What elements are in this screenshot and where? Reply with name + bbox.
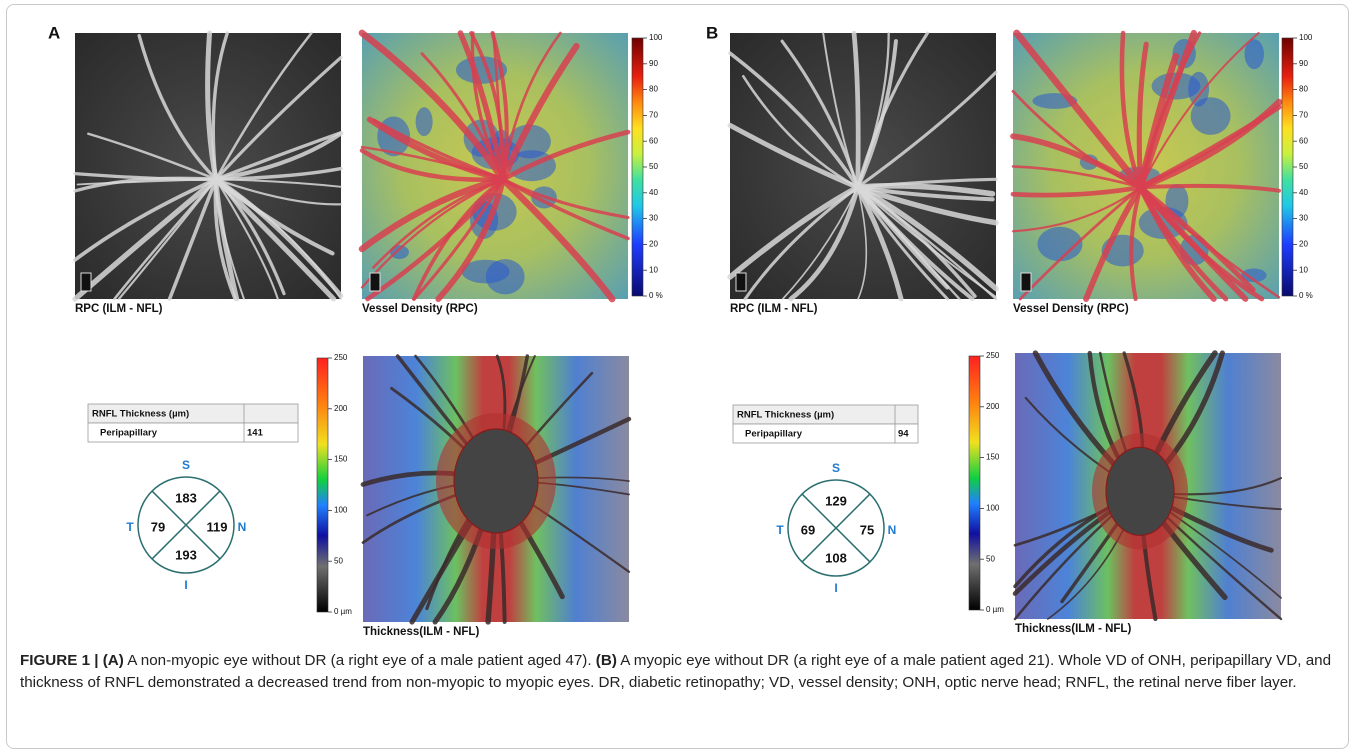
color-bar-tick-label: 40 bbox=[1299, 188, 1308, 197]
quadrant-label: T bbox=[776, 523, 784, 537]
color-bar-tick-label: 0 µm bbox=[334, 607, 352, 616]
color-bar bbox=[1282, 38, 1293, 296]
quadrant-label: T bbox=[126, 520, 134, 534]
color-bar-tick-label: 150 bbox=[334, 455, 348, 464]
table-row-value: 141 bbox=[247, 428, 264, 439]
color-bar-tick-label: 50 bbox=[334, 556, 343, 565]
color-bar-tick-label: 200 bbox=[986, 402, 1000, 411]
panel-label: B bbox=[706, 23, 718, 42]
caption-b-label: (B) bbox=[596, 652, 617, 669]
color-bar bbox=[969, 356, 980, 610]
color-bar-tick-label: 30 bbox=[649, 214, 658, 223]
optic-disc bbox=[454, 429, 538, 533]
vd-patch bbox=[416, 107, 433, 136]
quadrant-value: 108 bbox=[825, 550, 847, 565]
figure-panels: A RPC (ILM - NFL) Vessel Density (RPC) 100 9… bbox=[0, 0, 1357, 645]
color-bar-tick-label: 0 % bbox=[1299, 291, 1313, 300]
color-bar-tick-label: 10 bbox=[649, 265, 658, 274]
color-bar-tick-label: 90 bbox=[1299, 59, 1308, 68]
color-bar-tick-label: 50 bbox=[1299, 162, 1308, 171]
color-bar-tick-label: 250 bbox=[986, 351, 1000, 360]
color-bar-tick-label: 100 bbox=[986, 504, 1000, 513]
color-bar-tick-label: 30 bbox=[1299, 214, 1308, 223]
quadrant-value: 183 bbox=[175, 490, 197, 505]
optic-disc bbox=[1106, 447, 1174, 535]
rpc-caption: RPC (ILM - NFL) bbox=[730, 303, 818, 315]
thickness-caption: Thickness(ILM - NFL) bbox=[363, 626, 479, 638]
color-bar-tick-label: 20 bbox=[649, 240, 658, 249]
quadrant-label: I bbox=[834, 581, 837, 595]
image-icon bbox=[370, 273, 380, 291]
table-row-label: Peripapillary bbox=[100, 428, 158, 439]
table-header: RNFL Thickness (µm) bbox=[737, 410, 834, 421]
color-bar-tick-label: 20 bbox=[1299, 240, 1308, 249]
color-bar-tick-label: 10 bbox=[1299, 265, 1308, 274]
color-bar-tick-label: 200 bbox=[334, 404, 348, 413]
caption-lead: FIGURE 1 | bbox=[20, 652, 99, 669]
figure-page: A RPC (ILM - NFL) Vessel Density (RPC) 100 9… bbox=[0, 0, 1357, 755]
color-bar-tick-label: 250 bbox=[334, 353, 348, 362]
color-bar-tick-label: 60 bbox=[1299, 136, 1308, 145]
color-bar-tick-label: 0 µm bbox=[986, 605, 1004, 614]
color-bar-tick-label: 150 bbox=[986, 453, 1000, 462]
quadrant-value: 79 bbox=[151, 519, 165, 534]
color-bar-tick-label: 40 bbox=[649, 188, 658, 197]
vd-caption: Vessel Density (RPC) bbox=[362, 303, 478, 315]
rpc-caption: RPC (ILM - NFL) bbox=[75, 303, 163, 315]
color-bar-tick-label: 0 % bbox=[649, 291, 663, 300]
color-bar-tick-label: 70 bbox=[1299, 111, 1308, 120]
image-icon bbox=[1021, 273, 1031, 291]
color-bar-tick-label: 90 bbox=[649, 59, 658, 68]
color-bar-tick-label: 100 bbox=[334, 506, 348, 515]
vd-caption: Vessel Density (RPC) bbox=[1013, 303, 1129, 315]
thickness-caption: Thickness(ILM - NFL) bbox=[1015, 623, 1131, 635]
table-header: RNFL Thickness (µm) bbox=[92, 409, 189, 420]
panel-label: A bbox=[48, 23, 60, 42]
figure-caption: FIGURE 1 | (A) A non-myopic eye without … bbox=[20, 650, 1340, 694]
vd-patch bbox=[1188, 72, 1209, 107]
quadrant-value: 193 bbox=[175, 547, 197, 562]
caption-a-label: (A) bbox=[103, 652, 124, 669]
image-icon bbox=[736, 273, 746, 291]
color-bar-tick-label: 80 bbox=[1299, 85, 1308, 94]
quadrant-label: S bbox=[182, 458, 190, 472]
vd-patch bbox=[486, 259, 525, 294]
color-bar-tick-label: 60 bbox=[649, 136, 658, 145]
color-bar bbox=[632, 38, 643, 296]
quadrant-value: 69 bbox=[801, 522, 815, 537]
color-bar-tick-label: 50 bbox=[649, 162, 658, 171]
color-bar-tick-label: 100 bbox=[1299, 33, 1313, 42]
color-bar-tick-label: 70 bbox=[649, 111, 658, 120]
color-bar-tick-label: 50 bbox=[986, 554, 995, 563]
quadrant-value: 119 bbox=[207, 519, 228, 534]
caption-a-text: A non-myopic eye without DR (a right eye… bbox=[127, 652, 591, 669]
color-bar-tick-label: 100 bbox=[649, 33, 663, 42]
quadrant-value: 75 bbox=[860, 522, 874, 537]
quadrant-label: I bbox=[184, 578, 187, 592]
image-icon bbox=[81, 273, 91, 291]
quadrant-label: S bbox=[832, 461, 840, 475]
quadrant-label: N bbox=[888, 523, 897, 537]
quadrant-label: N bbox=[238, 520, 247, 534]
color-bar-tick-label: 80 bbox=[649, 85, 658, 94]
color-bar bbox=[317, 358, 328, 612]
table-row-label: Peripapillary bbox=[745, 429, 803, 440]
quadrant-value: 129 bbox=[825, 493, 847, 508]
table-row-value: 94 bbox=[898, 429, 909, 440]
